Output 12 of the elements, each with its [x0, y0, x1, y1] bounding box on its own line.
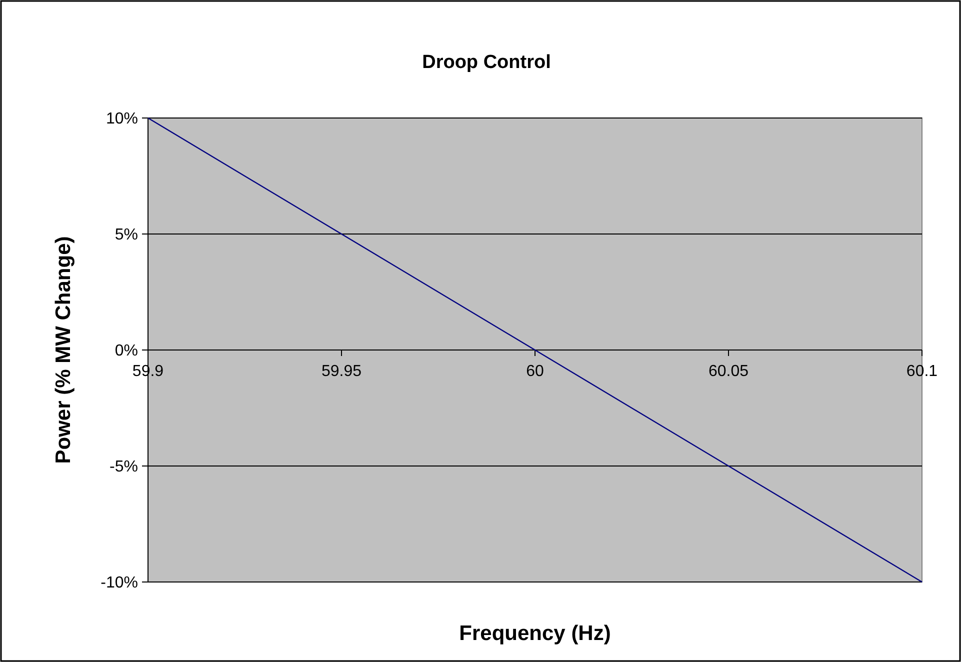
y-tick-label: 10%	[106, 110, 138, 128]
y-tick-label: 5%	[114, 226, 138, 244]
y-tick-label: -5%	[110, 458, 138, 476]
chart-title: Droop Control	[422, 52, 551, 73]
x-tick-label: 60.05	[708, 363, 749, 380]
x-axis-title: Frequency (Hz)	[459, 622, 611, 645]
x-tick-label: 60.1	[906, 363, 938, 380]
y-tick-label: -10%	[100, 574, 138, 592]
y-tick-label: 0%	[114, 342, 138, 360]
y-axis-title: Power (% MW Change)	[52, 236, 75, 464]
x-tick-label: 60	[526, 363, 544, 380]
x-tick-label: 59.95	[321, 363, 362, 380]
